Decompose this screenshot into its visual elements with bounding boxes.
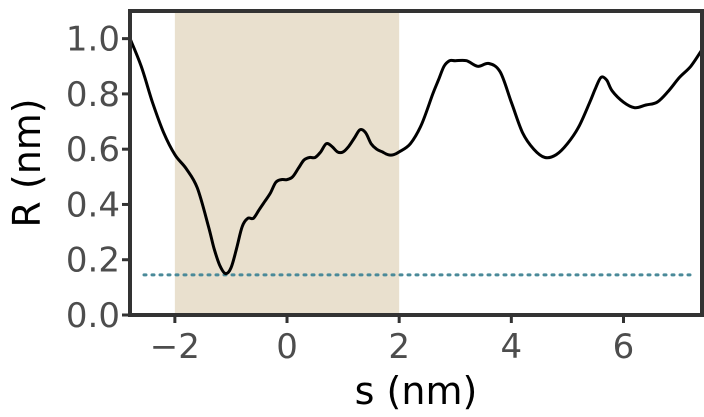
- series-line-0: [130, 38, 702, 276]
- x-tick-label: −2: [150, 327, 200, 367]
- y-tick-label: 0.0: [66, 296, 120, 336]
- y-tick-label: 0.6: [66, 130, 120, 170]
- x-axis-ticks: −2 0 2 4 6: [150, 315, 635, 367]
- y-tick-label: 0.2: [66, 241, 120, 281]
- y-axis-ticks: 0.0 0.2 0.4 0.6 0.8 1.0: [66, 20, 130, 336]
- x-tick-label: 4: [501, 327, 523, 367]
- y-tick-label: 1.0: [66, 20, 120, 60]
- y-axis-title: R (nm): [5, 98, 49, 227]
- shaded-region-layer: [174, 11, 400, 315]
- y-tick-label: 0.4: [66, 185, 120, 225]
- x-tick-label: 6: [613, 327, 635, 367]
- x-tick-label: 2: [388, 327, 410, 367]
- y-tick-label: 0.8: [66, 75, 120, 115]
- series-layer: [130, 38, 702, 276]
- x-tick-label: 0: [276, 327, 298, 367]
- plot-frame: [128, 9, 704, 317]
- shaded-region: [174, 11, 400, 315]
- x-axis-title: s (nm): [355, 369, 478, 413]
